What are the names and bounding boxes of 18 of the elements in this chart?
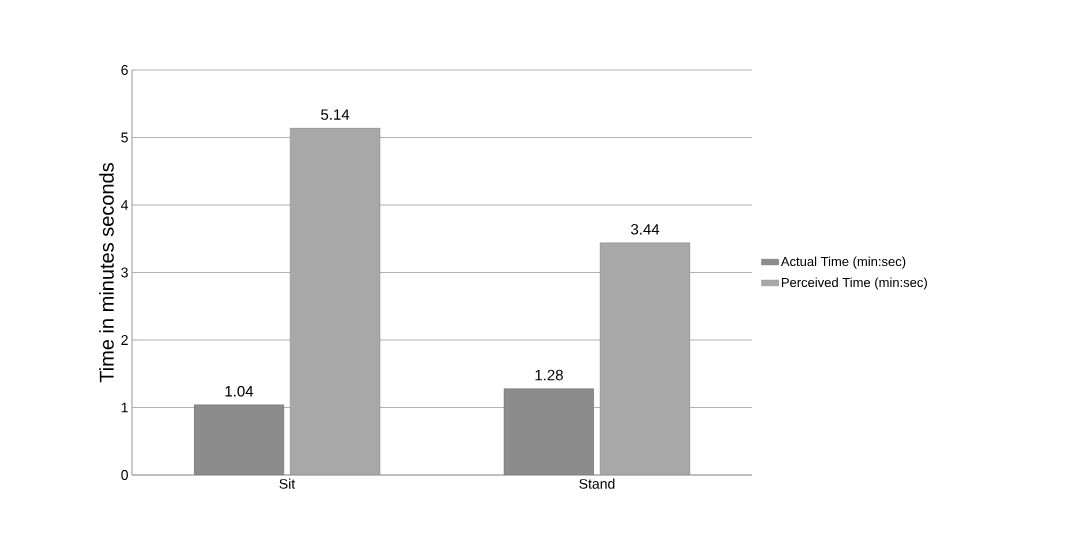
y-tick-label: 4 xyxy=(121,200,129,210)
y-tick-label: 6 xyxy=(121,65,128,75)
y-tick-label: 3 xyxy=(121,267,128,278)
y-axis-title: Time in minutes seconds xyxy=(99,163,114,383)
y-tick-label: 0 xyxy=(121,470,128,480)
x-tick-label: Stand xyxy=(579,478,615,489)
y-tick-label: 1 xyxy=(121,402,128,413)
legend-label: Actual Time (min:sec) xyxy=(780,256,906,269)
x-tick-label: Sit xyxy=(279,478,296,489)
data-label: 1.28 xyxy=(535,369,563,381)
bar xyxy=(193,404,285,475)
y-tick-label: 5 xyxy=(121,132,128,143)
data-label: 5.14 xyxy=(321,109,350,120)
bar xyxy=(503,388,595,475)
y-tick-label: 2 xyxy=(121,335,128,345)
data-label: 3.44 xyxy=(631,223,660,235)
legend-label: Perceived Time (min:sec) xyxy=(781,277,927,290)
data-label: 1.04 xyxy=(225,385,254,397)
